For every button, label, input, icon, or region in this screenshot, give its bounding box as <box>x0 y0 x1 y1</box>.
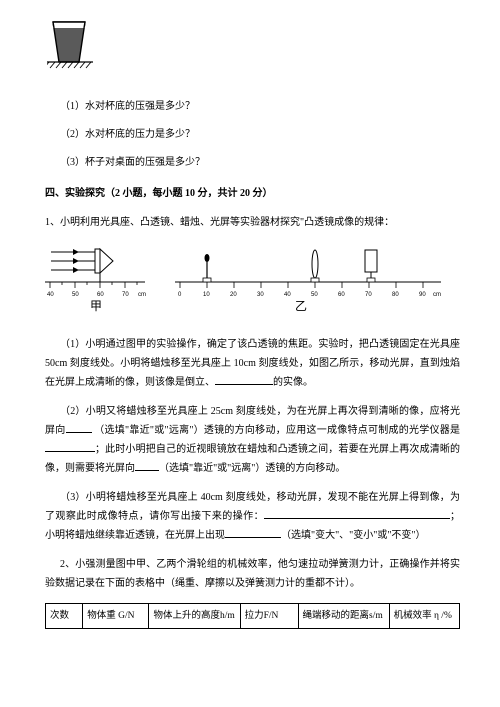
svg-text:30: 30 <box>257 292 264 298</box>
th-0: 次数 <box>46 604 83 629</box>
svg-text:10: 10 <box>203 292 210 298</box>
question-3: （3）杯子对桌面的压强是多少？ <box>45 153 460 172</box>
table-header-row: 次数 物体重 G/N 物体上升的高度h/m 拉力F/N 绳端移动的距离s/m 机… <box>46 604 460 629</box>
svg-text:50: 50 <box>311 292 318 298</box>
para2-text-b: （选填"靠近"或"远离"）透镜的方向移动，应用这一成像特点可制成的光学仪器是 <box>94 425 460 436</box>
svg-text:70: 70 <box>122 292 129 298</box>
blank-1 <box>215 375 273 385</box>
para2-text-d: （选填"靠近"或"远离"）透镜的方向移动。 <box>159 463 345 474</box>
cup-figure <box>47 20 460 83</box>
blank-2b <box>45 442 95 452</box>
paragraph-2: （2）小明又将蜡烛移至光具座上 25cm 刻度线处，为在光屏上再次得到清晰的像，… <box>45 402 460 478</box>
lens-diagram: 40 50 60 70 cm 甲 0 10 20 30 40 50 60 <box>45 244 460 321</box>
experiment-1-intro: 1、小明利用光具座、凸透镜、蜡烛、光屏等实验器材探究"凸透镜成像的规律： <box>45 213 460 232</box>
para3-text-c: （选填"变大"、"变小"或"不变"） <box>281 530 426 541</box>
th-2: 物体上升的高度h/m <box>149 604 240 629</box>
svg-text:cm: cm <box>433 292 441 298</box>
svg-text:70: 70 <box>365 292 372 298</box>
para1-text-b: 的实像。 <box>273 377 313 388</box>
svg-text:90: 90 <box>419 292 426 298</box>
th-5: 机械效率 η /% <box>389 604 459 629</box>
paragraph-1: （1）小明通过图甲的实验操作，确定了该凸透镜的焦距。实验时，把凸透镜固定在光具座… <box>45 335 460 392</box>
svg-text:乙: 乙 <box>295 299 307 313</box>
paragraph-3: （3）小明将蜡烛移至光具座上 40cm 刻度线处，移动光屏，发现不能在光屏上得到… <box>45 488 460 545</box>
svg-text:60: 60 <box>97 292 104 298</box>
svg-text:40: 40 <box>284 292 291 298</box>
section-4-header: 四、实验探究（2 小题，每小题 10 分，共计 20 分） <box>45 184 460 203</box>
svg-text:60: 60 <box>338 292 345 298</box>
th-4: 绳端移动的距离s/m <box>298 604 389 629</box>
question-2: （2）水对杯底的压力是多少？ <box>45 125 460 144</box>
blank-2a <box>66 423 92 433</box>
th-3: 拉力F/N <box>240 604 298 629</box>
svg-text:40: 40 <box>47 292 54 298</box>
data-table: 次数 物体重 G/N 物体上升的高度h/m 拉力F/N 绳端移动的距离s/m 机… <box>45 603 460 629</box>
svg-text:cm: cm <box>138 292 146 298</box>
svg-text:0: 0 <box>178 292 182 298</box>
question-1: （1）水对杯底的压强是多少？ <box>45 97 460 116</box>
blank-3b <box>225 528 281 538</box>
blank-3a <box>264 509 450 519</box>
svg-text:50: 50 <box>72 292 79 298</box>
experiment-2-intro: 2、小强测量图中甲、乙两个滑轮组的机械效率，他匀速拉动弹簧测力计，正确操作并将实… <box>45 555 460 593</box>
svg-text:20: 20 <box>230 292 237 298</box>
svg-text:80: 80 <box>392 292 399 298</box>
blank-2c <box>135 461 159 471</box>
svg-text:甲: 甲 <box>90 299 102 313</box>
th-1: 物体重 G/N <box>83 604 149 629</box>
